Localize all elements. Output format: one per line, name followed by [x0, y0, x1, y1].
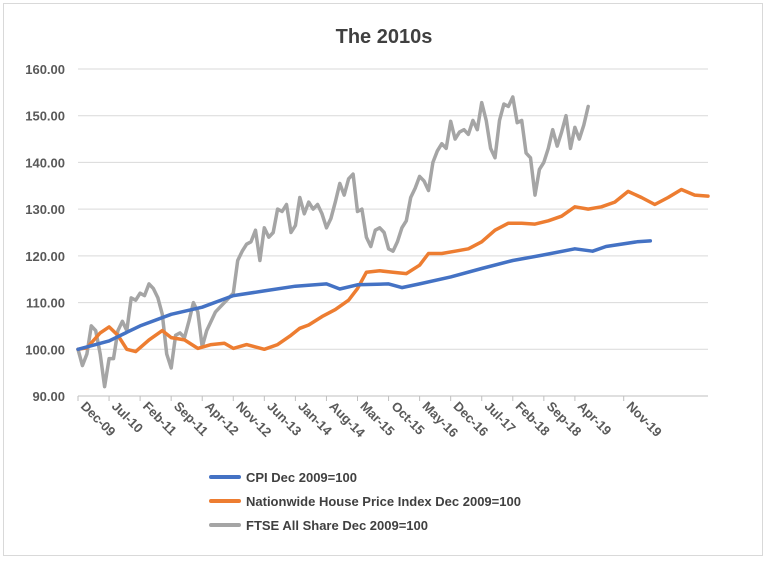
series-line	[76, 187, 710, 354]
x-tick-label: Feb-18	[513, 399, 553, 439]
x-axis: Dec-09Jul-10Feb-11Sep-11Apr-12Nov-12Jun-…	[77, 395, 708, 441]
x-tick-label: Feb-11	[140, 399, 180, 439]
y-tick-label: 150.00	[25, 109, 65, 124]
legend-label: FTSE All Share Dec 2009=100	[246, 518, 428, 533]
y-tick-label: 100.00	[25, 342, 65, 357]
chart-title: The 2010s	[336, 26, 433, 48]
y-tick-label: 140.00	[25, 155, 65, 170]
legend-label: CPI Dec 2009=100	[246, 470, 357, 485]
x-tick-label: Oct-15	[388, 399, 427, 438]
legend-label: Nationwide House Price Index Dec 2009=10…	[246, 494, 521, 509]
y-tick-label: 130.00	[25, 202, 65, 217]
x-tick-label: Sep-11	[171, 399, 211, 439]
x-tick-label: Nov-19	[624, 399, 665, 440]
x-tick-label: Apr-12	[202, 399, 242, 439]
series-line	[76, 95, 590, 389]
y-tick-label: 160.00	[25, 62, 65, 77]
y-axis: 90.00 100.00 110.00 120.00 130.00 140.00 150.0…	[25, 62, 65, 404]
series-line	[76, 239, 653, 352]
chart-area	[3, 3, 763, 556]
y-tick-label: 110.00	[26, 296, 65, 311]
legend: CPI Dec 2009=100 Nationwide House Price I…	[209, 470, 521, 533]
y-tick-label: 120.00	[25, 249, 65, 264]
y-tick-label: 90.00	[32, 389, 65, 404]
plot-series	[76, 95, 710, 389]
